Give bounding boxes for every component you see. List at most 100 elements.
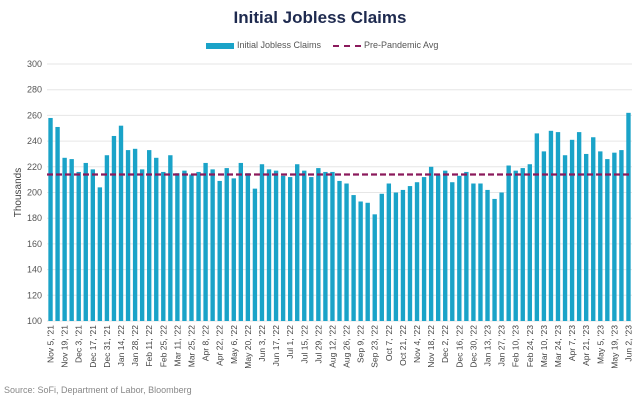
- bar: [125, 150, 131, 321]
- bar: [139, 169, 145, 321]
- bar: [499, 192, 504, 321]
- bar: [104, 155, 110, 321]
- x-tick-label: Nov 4, '22: [412, 325, 422, 363]
- x-tick-label: Sep 23, '22: [370, 325, 380, 368]
- x-tick-label: Jun 3, '22: [257, 325, 267, 362]
- bar: [203, 162, 208, 321]
- bar: [584, 153, 589, 321]
- y-tick-label: 100: [27, 316, 42, 326]
- x-tick-label: Aug 26, '22: [342, 325, 352, 368]
- bar: [492, 198, 497, 321]
- bar: [309, 177, 314, 321]
- bar: [330, 171, 335, 321]
- bar: [351, 195, 356, 321]
- bar: [273, 170, 279, 321]
- bar: [189, 174, 194, 321]
- x-tick-label: Oct 21, '22: [398, 325, 408, 366]
- x-tick-label: Jan 27, '23: [497, 325, 507, 367]
- bar: [118, 125, 124, 322]
- bar: [471, 183, 476, 321]
- bar: [513, 170, 518, 321]
- bar: [287, 177, 293, 321]
- bar: [252, 188, 258, 321]
- x-tick-label: Aug 12, '22: [327, 325, 337, 368]
- legend-item-bars: Initial Jobless Claims: [206, 39, 321, 51]
- bar: [316, 168, 321, 321]
- bar: [132, 148, 138, 321]
- x-tick-label: May 6, '22: [229, 325, 239, 364]
- bar: [548, 130, 554, 321]
- y-tick-label: 140: [27, 265, 42, 275]
- bar: [217, 180, 222, 321]
- y-tick-label: 220: [27, 162, 42, 172]
- x-tick-label: Jan 14, '22: [116, 325, 126, 367]
- bar: [55, 126, 60, 321]
- bar: [358, 201, 363, 321]
- legend-swatch-bars: [206, 42, 234, 49]
- bar: [259, 164, 265, 321]
- bar: [337, 180, 342, 321]
- bar: [147, 150, 152, 321]
- bar: [168, 155, 173, 321]
- x-tick-label: Apr 21, '23: [581, 325, 591, 366]
- bar: [372, 214, 377, 321]
- x-tick-label: Nov 5, '21: [46, 325, 56, 363]
- bar: [400, 189, 406, 321]
- x-tick-label: Jul 15, '22: [299, 325, 309, 364]
- x-tick-label: Feb 24, '23: [525, 325, 535, 368]
- x-tick-label: Jul 29, '22: [313, 325, 323, 364]
- bar: [90, 169, 95, 321]
- x-tick-label: Apr 8, '22: [201, 325, 211, 361]
- y-tick-label: 180: [27, 213, 42, 223]
- bar: [485, 189, 490, 321]
- x-tick-label: May 19, '23: [609, 325, 619, 369]
- bar: [527, 164, 532, 321]
- bar: [224, 168, 229, 321]
- x-tick-label: Feb 11, '22: [144, 325, 154, 367]
- bar: [365, 202, 370, 321]
- y-tick-label: 160: [27, 239, 42, 249]
- bar: [534, 133, 540, 321]
- x-tick-label: Apr 7, '23: [567, 325, 577, 361]
- bar: [457, 175, 462, 321]
- bar: [379, 193, 384, 321]
- y-tick-label: 300: [27, 59, 42, 69]
- bar: [69, 159, 74, 321]
- bar: [407, 186, 413, 321]
- x-tick-label: Dec 17, '21: [88, 325, 98, 368]
- bar: [175, 173, 180, 321]
- y-tick-label: 200: [27, 188, 42, 198]
- x-tick-label: Apr 22, '22: [215, 325, 225, 366]
- x-tick-label: Dec 30, '22: [468, 325, 478, 368]
- legend-label-avg: Pre-Pandemic Avg: [364, 40, 439, 50]
- x-tick-label: Jan 13, '23: [483, 325, 493, 367]
- bar: [506, 165, 511, 321]
- x-tick-label: Jan 28, '22: [130, 325, 140, 367]
- bar: [386, 183, 392, 321]
- bar: [591, 137, 596, 321]
- bar: [295, 164, 300, 321]
- bar: [576, 132, 582, 321]
- bar: [605, 159, 610, 321]
- y-tick-label: 240: [27, 136, 42, 146]
- bar: [182, 170, 187, 321]
- bar: [450, 182, 455, 321]
- source-note: Source: SoFi, Department of Labor, Bloom…: [4, 385, 192, 395]
- x-tick-label: Feb 25, '22: [158, 325, 168, 368]
- bar: [478, 183, 483, 321]
- y-tick-label: 260: [27, 110, 42, 120]
- bar: [210, 169, 215, 321]
- x-tick-label: May 5, '23: [595, 325, 605, 364]
- x-tick-label: May 20, '22: [243, 325, 253, 369]
- bar: [154, 157, 159, 321]
- x-tick-label: Feb 10, '23: [511, 325, 521, 368]
- x-tick-label: Mar 10, '23: [539, 325, 549, 368]
- x-tick-label: Oct 7, '22: [384, 325, 394, 361]
- x-tick-label: Dec 16, '22: [454, 325, 464, 368]
- bar: [245, 173, 251, 321]
- bar: [97, 187, 103, 321]
- bar: [612, 152, 617, 321]
- bar: [48, 117, 53, 321]
- bar: [619, 150, 624, 321]
